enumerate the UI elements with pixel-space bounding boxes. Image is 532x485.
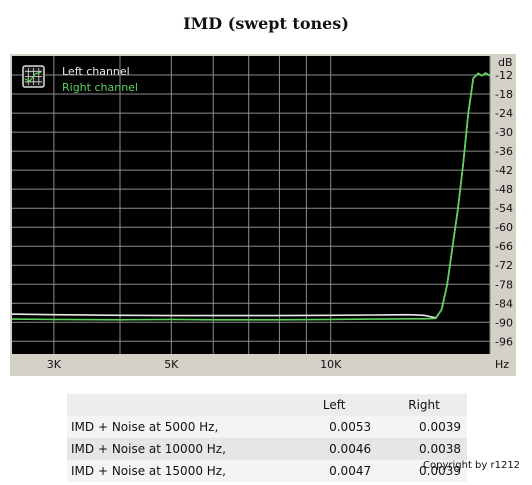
row-label: IMD + Noise at 10000 Hz, [71, 442, 226, 456]
y-tick-label: -96 [495, 335, 513, 348]
legend-left-channel: Left channel [62, 65, 130, 78]
results-header-right: Right [408, 398, 440, 412]
chart-panel: -12 -18 -24 -30 -36 -42 -48 -54 -60 -66 -72 -78 -84 -… [10, 54, 516, 376]
y-tick-label: -72 [495, 259, 513, 272]
results-header-row: Left Right [67, 394, 467, 416]
y-tick-label: -84 [495, 297, 513, 310]
y-unit-label: dB [498, 56, 513, 69]
results-header-left: Left [322, 398, 346, 412]
x-unit-label: Hz [495, 358, 509, 371]
x-tick-label: 5K [164, 358, 179, 371]
row-right-value: 0.0039 [419, 420, 461, 434]
y-tick-label: -18 [495, 88, 513, 101]
y-tick-label: -90 [495, 316, 513, 329]
row-left-value: 0.0046 [329, 442, 372, 456]
table-row: IMD + Noise at 10000 Hz, 0.0046 0.0038 [67, 438, 467, 460]
row-left-value: 0.0053 [329, 420, 372, 434]
y-tick-label: -66 [495, 240, 513, 253]
plot-area [12, 56, 490, 354]
results-header-label [67, 394, 287, 416]
copyright-note: Copyright by r1212 [423, 460, 521, 471]
table-row: IMD + Noise at 15000 Hz, 0.0047 0.0039 [67, 460, 467, 482]
y-tick-label: -30 [495, 126, 513, 139]
y-tick-label: -36 [495, 145, 513, 158]
x-tick-label: 3K [47, 358, 62, 371]
y-tick-label: -78 [495, 278, 513, 291]
legend-right-channel: Right channel [62, 81, 138, 94]
y-tick-label: -60 [495, 221, 513, 234]
y-tick-label: -12 [495, 69, 513, 82]
row-label: IMD + Noise at 5000 Hz, [71, 420, 219, 434]
results-table: Left Right IMD + Noise at 5000 Hz, 0.005… [67, 394, 467, 482]
right-channel-line [11, 72, 491, 321]
y-tick-label: -54 [495, 202, 513, 215]
row-right-value: 0.0038 [419, 442, 461, 456]
imd-chart: -12 -18 -24 -30 -36 -42 -48 -54 -60 -66 -72 -78 -84 -… [11, 56, 513, 371]
x-tick-label: 10K [320, 358, 342, 371]
row-left-value: 0.0047 [329, 464, 372, 478]
y-tick-label: -24 [495, 107, 513, 120]
chart-title: IMD (swept tones) [183, 14, 349, 33]
table-row: IMD + Noise at 5000 Hz, 0.0053 0.0039 [67, 416, 467, 438]
row-label: IMD + Noise at 15000 Hz, [71, 464, 226, 478]
legend-icon-trace [24, 71, 42, 82]
y-tick-label: -48 [495, 183, 513, 196]
row-right-value: 0.0039 [419, 464, 461, 478]
y-tick-label: -42 [495, 164, 513, 177]
